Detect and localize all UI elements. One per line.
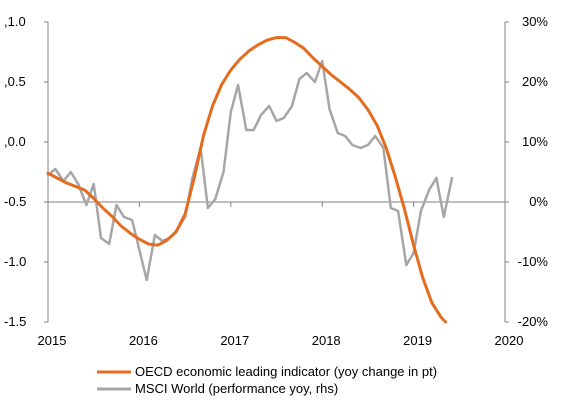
right-tick-label: 10% [522,134,548,149]
left-tick-label: ,0.0 [4,134,26,149]
legend: OECD economic leading indicator (yoy cha… [97,364,437,396]
right-tick-label: 20% [522,74,548,89]
right-tick-label: -10% [518,254,549,269]
x-tick-label: 2016 [129,333,158,348]
axes: ,1.0 ,0.5 ,0.0 -0.5 -1.0 -1.5 30% 20% 10% 0% -10% -… [4,14,548,348]
series-line-oecd [46,36,448,324]
left-tick-label: ,1.0 [4,14,26,29]
series-line-msci [46,59,454,282]
x-tick-label: 2020 [495,333,524,348]
legend-label: OECD economic leading indicator (yoy cha… [135,364,437,379]
right-tick-label: -20% [518,314,549,329]
series-layer [46,36,454,324]
legend-label: MSCI World (performance yoy, rhs) [135,381,338,396]
left-tick-label: ,0.5 [4,74,26,89]
left-tick-label: -1.5 [4,314,26,329]
right-tick-label: 30% [522,14,548,29]
x-tick-label: 2017 [220,333,249,348]
left-tick-label: -0.5 [4,194,26,209]
x-tick-label: 2018 [312,333,341,348]
x-tick-label: 2019 [403,333,432,348]
right-tick-label: 0% [529,194,548,209]
left-tick-label: -1.0 [4,254,26,269]
x-tick-label: 2015 [38,333,67,348]
